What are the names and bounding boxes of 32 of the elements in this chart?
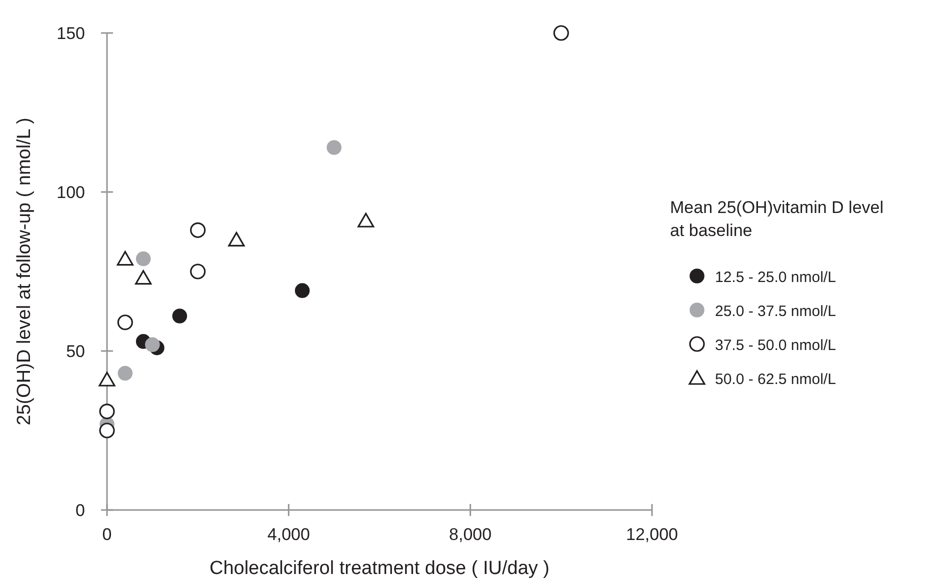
x-tick-label: 12,000 xyxy=(626,525,678,544)
point xyxy=(553,25,569,41)
point xyxy=(172,308,188,324)
x-axis-title: Cholecalciferol treatment dose ( IU/day ) xyxy=(209,558,550,579)
legend-label: 50.0 - 62.5 nmol/L xyxy=(715,371,836,388)
x-tick-label: 0 xyxy=(102,525,112,544)
point xyxy=(99,422,115,438)
point xyxy=(358,212,374,228)
legend-title: Mean 25(OH)vitamin D level at baseline xyxy=(670,197,885,242)
point xyxy=(99,404,115,420)
point xyxy=(294,283,310,298)
point xyxy=(190,222,206,238)
point xyxy=(135,270,152,285)
point xyxy=(190,264,206,280)
x-tick-label: 8,000 xyxy=(449,525,492,544)
point xyxy=(145,337,160,352)
y-tick-label: 150 xyxy=(56,24,85,43)
point xyxy=(116,250,134,266)
legend-label: 25.0 - 37.5 nmol/L xyxy=(715,303,836,320)
y-tick-label: 100 xyxy=(56,183,85,202)
legend-label: 37.5 - 50.0 nmol/L xyxy=(715,337,836,354)
point xyxy=(98,372,116,386)
point xyxy=(117,314,133,330)
point xyxy=(118,366,133,381)
x-tick-label: 4,000 xyxy=(267,525,310,544)
point xyxy=(326,140,342,155)
y-tick-label: 0 xyxy=(76,501,85,520)
point xyxy=(228,232,245,246)
y-axis-title: 25(OH)D level at follow-up ( nmol/L ) xyxy=(14,118,35,426)
legend-label: 12.5 - 25.0 nmol/L xyxy=(715,269,836,286)
point xyxy=(136,251,151,266)
y-tick-label: 50 xyxy=(66,342,85,361)
